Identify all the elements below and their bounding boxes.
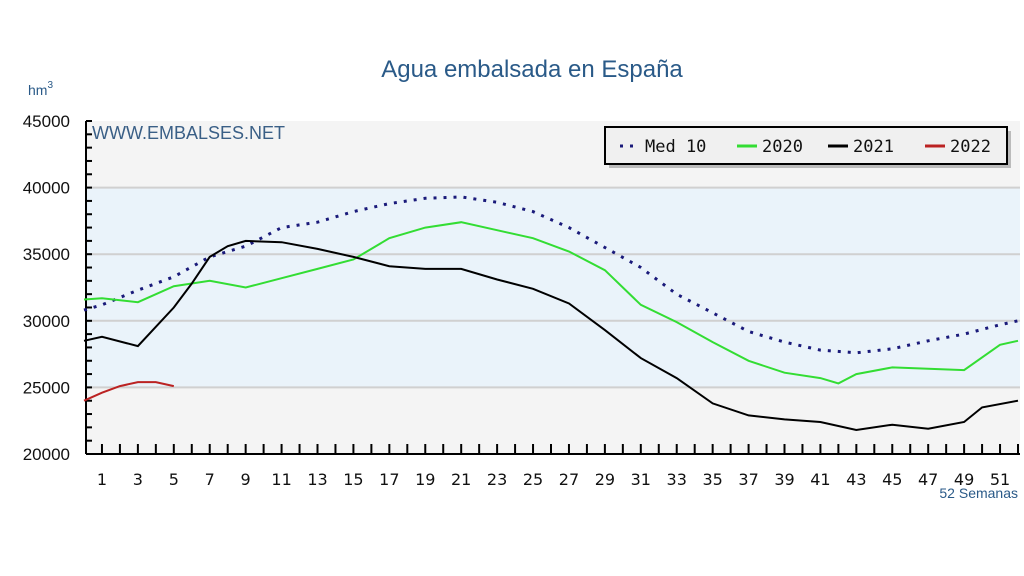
y-tick-label: 35000 bbox=[23, 245, 70, 264]
x-tick-label: 13 bbox=[307, 470, 327, 489]
normal-range-band bbox=[86, 187, 1020, 388]
x-axis-label: 52 Semanas bbox=[939, 485, 1018, 501]
x-tick-label: 49 bbox=[954, 470, 974, 489]
x-tick-label: 17 bbox=[379, 470, 399, 489]
x-tick-label: 27 bbox=[559, 470, 579, 489]
y-tick-label: 20000 bbox=[23, 445, 70, 464]
x-tick-label: 43 bbox=[846, 470, 866, 489]
series-line-2020 bbox=[83, 221, 1019, 385]
x-tick-label: 33 bbox=[667, 470, 687, 489]
x-tick-label: 23 bbox=[487, 470, 507, 489]
x-tick-label: 11 bbox=[271, 470, 291, 489]
x-tick-label: 31 bbox=[631, 470, 651, 489]
x-tick-label: 5 bbox=[169, 470, 179, 489]
x-tick-label: 25 bbox=[523, 470, 543, 489]
x-tick-label: 7 bbox=[205, 470, 215, 489]
x-tick-label: 41 bbox=[810, 470, 830, 489]
x-tick-label: 3 bbox=[133, 470, 143, 489]
x-tick-label: 1 bbox=[97, 470, 107, 489]
series-line-2021 bbox=[83, 239, 1019, 432]
x-tick-label: 9 bbox=[241, 470, 251, 489]
x-tick-label: 45 bbox=[882, 470, 902, 489]
x-tick-label: 39 bbox=[774, 470, 794, 489]
y-tick-label: 25000 bbox=[23, 378, 70, 397]
y-tick-label: 45000 bbox=[23, 112, 70, 131]
series-line-2022 bbox=[83, 381, 175, 402]
legend: Med 10 2020 2021 2022 bbox=[604, 126, 1011, 168]
x-tick-label: 47 bbox=[918, 470, 938, 489]
y-axis-label: hm3 bbox=[28, 80, 53, 98]
legend-label: 2021 bbox=[853, 137, 894, 157]
x-tick-label: 15 bbox=[343, 470, 363, 489]
chart-title: Agua embalsada en España bbox=[381, 56, 683, 83]
x-tick-label: 29 bbox=[595, 470, 615, 489]
x-tick-label: 37 bbox=[738, 470, 758, 489]
series-line-med-10 bbox=[83, 195, 1019, 355]
x-tick-label: 21 bbox=[451, 470, 471, 489]
x-tick-label: 51 bbox=[990, 470, 1010, 489]
x-tick-label: 19 bbox=[415, 470, 435, 489]
legend-label: 2020 bbox=[762, 137, 803, 157]
watermark: WWW.EMBALSES.NET bbox=[92, 123, 285, 143]
y-tick-label: 40000 bbox=[23, 179, 70, 198]
y-tick-label: 30000 bbox=[23, 312, 70, 331]
x-tick-label: 35 bbox=[702, 470, 722, 489]
legend-label: Med 10 bbox=[645, 137, 706, 157]
legend-label: 2022 bbox=[950, 137, 991, 157]
